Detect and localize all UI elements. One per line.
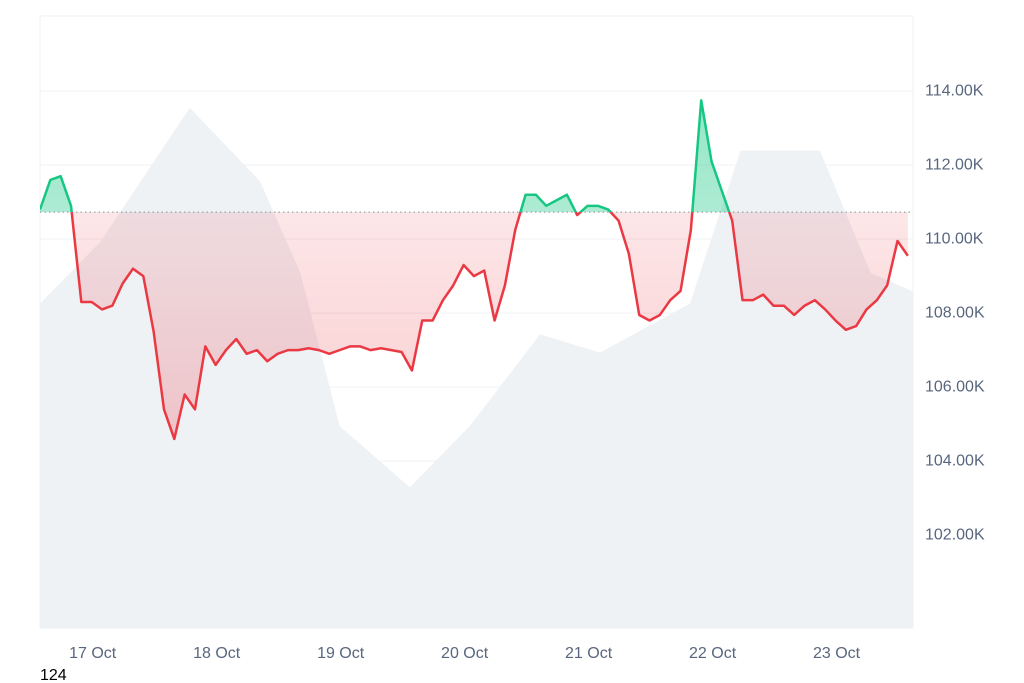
x-tick-label: 22 Oct	[689, 645, 737, 662]
y-tick-label: 110.00K	[925, 230, 984, 247]
x-tick-label: 20 Oct	[441, 645, 489, 662]
area-down	[71, 212, 908, 439]
y-tick-label: 102.00K	[925, 526, 985, 543]
y-tick-label: 112.00K	[925, 156, 984, 173]
price-line-down	[70, 212, 909, 441]
x-tick-label: 21 Oct	[565, 645, 613, 662]
y-tick-label: 114.00K	[925, 82, 984, 99]
x-tick-label: 17 Oct	[69, 645, 117, 662]
y-tick-label: 104.00K	[925, 452, 985, 469]
x-tick-label: 19 Oct	[317, 645, 365, 662]
x-tick-label: 18 Oct	[193, 645, 241, 662]
x-tick-label: 23 Oct	[813, 645, 861, 662]
y-tick-label: 106.00K	[925, 378, 985, 395]
y-tick-label: 108.00K	[925, 304, 985, 321]
footer-text: 124	[40, 667, 67, 683]
